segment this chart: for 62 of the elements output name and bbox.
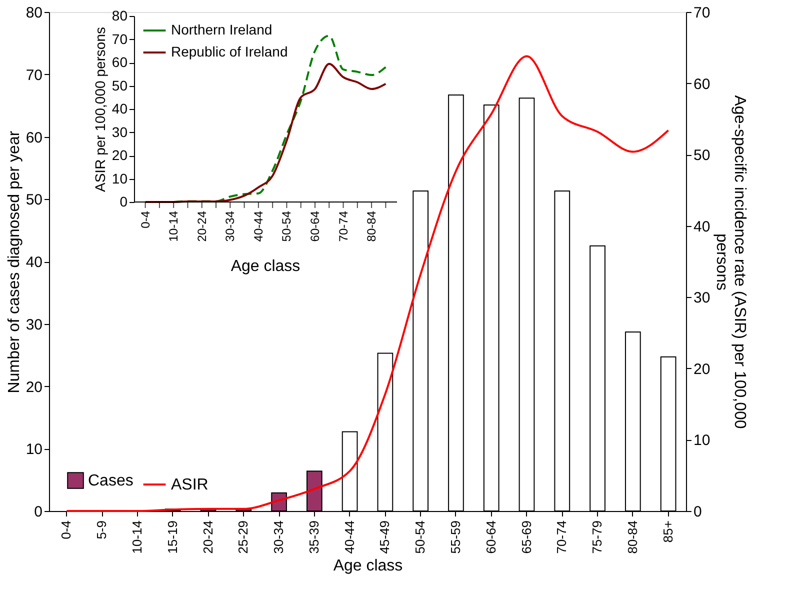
x-tick-label: 50-54 xyxy=(280,210,294,242)
x-tick-label: 50-54 xyxy=(412,520,428,554)
x-tick-label: 10-14 xyxy=(166,210,181,242)
legend-label: Cases xyxy=(88,472,134,490)
x-tick-label: 60-64 xyxy=(483,520,498,554)
x-tick-label: 40-44 xyxy=(342,520,357,554)
y-tick-label: 30 xyxy=(26,316,42,334)
y-tick-label: 20 xyxy=(112,147,128,163)
x-tick-label: 25-29 xyxy=(236,520,251,554)
legend-label: ASIR xyxy=(171,476,208,494)
x-tick-label: 10-14 xyxy=(129,520,144,554)
y-tick-label: 0 xyxy=(34,504,42,520)
x-tick-label: 15-19 xyxy=(164,520,180,554)
y2-tick-label: 50 xyxy=(694,147,710,164)
legend-label: Northern Ireland xyxy=(171,22,272,38)
x-tick-label: 0-4 xyxy=(138,210,152,228)
x-tick-label: 30-34 xyxy=(223,210,238,242)
y-tick-label: 50 xyxy=(26,192,42,209)
y-tick-label: 40 xyxy=(112,100,128,116)
legend-label: Republic of Ireland xyxy=(171,44,288,60)
y-tick-label: 20 xyxy=(26,378,42,396)
y-tick-label: 10 xyxy=(112,170,128,186)
y-tick-label: 70 xyxy=(112,30,128,47)
y-tick-label: 10 xyxy=(26,441,42,458)
x-tick-label: 80-84 xyxy=(624,520,640,554)
y2-tick-label: 60 xyxy=(694,76,710,93)
x-tick-label: 65-69 xyxy=(518,520,534,554)
x-tick-label: 45-49 xyxy=(377,520,392,554)
x-axis-title: Age class xyxy=(333,558,403,575)
y-tick-label: 70 xyxy=(26,66,42,84)
y2-tick-label: 40 xyxy=(694,218,710,236)
y-tick-label: 80 xyxy=(112,8,128,24)
y2-tick-label: 70 xyxy=(694,4,710,22)
x-tick-label: 70-74 xyxy=(336,210,350,242)
x-tick-label: 60-64 xyxy=(308,210,322,242)
x-tick-label: 35-39 xyxy=(306,520,322,554)
y-tick-label: 60 xyxy=(112,54,128,70)
x-tick-label: 20-24 xyxy=(194,210,209,242)
x-tick-label: 85+ xyxy=(660,520,676,543)
x-tick-label: 0-4 xyxy=(58,520,74,540)
y2-tick-label: 0 xyxy=(694,504,702,520)
x-tick-label: 40-44 xyxy=(251,210,266,242)
y-tick-label: 0 xyxy=(120,194,128,210)
y-tick-label: 40 xyxy=(26,254,42,271)
y2-tick-label: 10 xyxy=(694,432,710,450)
y2-tick-label: 30 xyxy=(694,290,710,307)
x-tick-label: 20-24 xyxy=(200,520,216,554)
x-tick-label: 30-34 xyxy=(271,520,286,554)
y2-axis-title: Age-specific incidence rate (ASIR) per 100,000 persons xyxy=(713,95,748,429)
y-axis-title: Number of cases diagnosed per year xyxy=(6,130,23,394)
x-axis-title: Age class xyxy=(230,258,300,275)
x-tick-label: 80-84 xyxy=(364,210,379,242)
y-tick-label: 80 xyxy=(26,4,42,22)
x-tick-label: 5-9 xyxy=(94,520,110,540)
y-tick-label: 60 xyxy=(26,129,42,146)
x-tick-label: 55-59 xyxy=(448,520,463,554)
y-tick-label: 50 xyxy=(112,77,128,94)
x-tick-label: 75-79 xyxy=(590,520,605,554)
y-axis-title: ASIR per 100,000 persons xyxy=(92,27,108,192)
y2-tick-label: 20 xyxy=(694,360,710,378)
x-tick-label: 70-74 xyxy=(554,520,570,554)
y-tick-label: 30 xyxy=(112,124,128,140)
